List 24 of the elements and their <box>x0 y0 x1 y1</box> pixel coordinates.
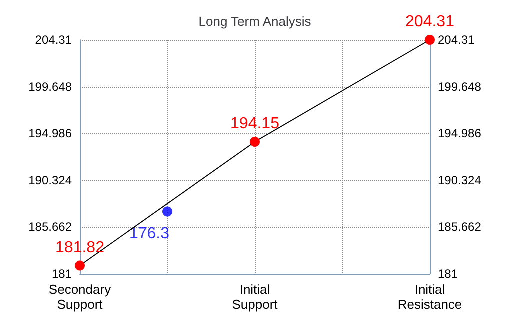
x-tick-label: Secondary Support <box>48 282 112 312</box>
y-tick-label: 194.986 <box>28 126 72 141</box>
chart-title: Long Term Analysis <box>198 14 312 29</box>
y-tick-label: 181 <box>52 267 72 281</box>
y2-tick-label: 190.324 <box>438 173 482 188</box>
data-label: 181.82 <box>56 239 105 256</box>
y2-tick-label: 185.662 <box>438 220 482 234</box>
point <box>250 136 260 147</box>
y-tick-label: 199.648 <box>28 80 72 94</box>
x-tick-label: Initial Resistance <box>398 282 462 312</box>
data-label: 204.31 <box>406 14 455 30</box>
y2-tick-label: 181 <box>438 267 458 281</box>
point <box>162 206 172 217</box>
y-tick-label: 190.324 <box>28 173 72 188</box>
y2-tick-label: 199.648 <box>438 80 482 94</box>
annotation: 176.3 <box>129 225 170 242</box>
x-tick-label: Initial Support <box>232 282 278 312</box>
y-tick-label: 204.31 <box>35 33 72 47</box>
point <box>75 260 85 271</box>
y2-tick-label: 204.31 <box>438 33 476 47</box>
y-tick-label: 185.662 <box>28 220 72 234</box>
point <box>425 35 435 45</box>
y2-tick-label: 194.986 <box>438 126 482 141</box>
data-label: 194.15 <box>230 115 280 132</box>
